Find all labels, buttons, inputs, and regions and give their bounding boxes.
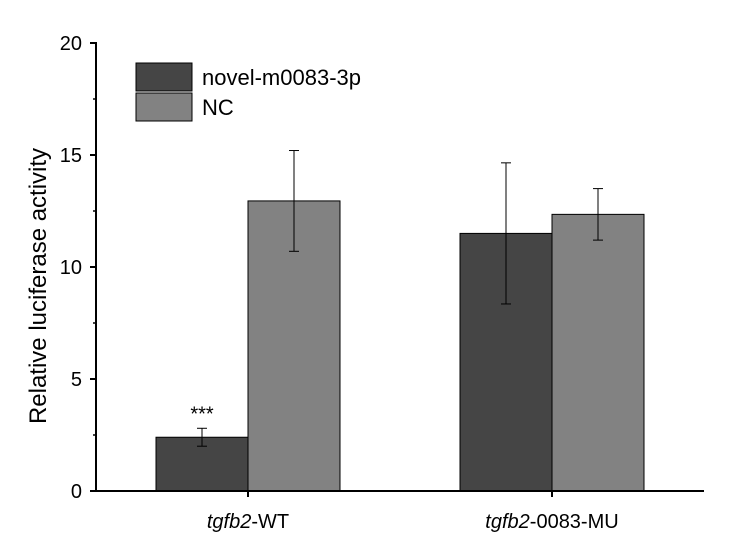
x-tick-label-0: tgfb2-WT bbox=[207, 511, 289, 533]
x-categories-layer: tgfb2-WT tgfb2-0083-MU bbox=[207, 491, 619, 533]
legend: novel-m0083-3p NC bbox=[135, 62, 361, 122]
error-bars-layer bbox=[197, 150, 603, 447]
x-tick-label-suffix: -WT bbox=[251, 511, 289, 533]
y-tick-label: 20 bbox=[60, 33, 82, 55]
y-axis-title: Relative luciferase activity bbox=[25, 148, 52, 424]
legend-label-novel-m0083-3p: novel-m0083-3p bbox=[202, 65, 361, 90]
y-tick-label: 10 bbox=[60, 257, 82, 279]
annotations-layer: *** bbox=[190, 403, 214, 425]
legend-label-nc: NC bbox=[202, 95, 234, 120]
x-tick-label-1: tgfb2-0083-MU bbox=[485, 511, 618, 533]
legend-swatch-nc bbox=[135, 92, 193, 122]
y-tick-label: 0 bbox=[71, 481, 82, 503]
x-tick-label-italic: tgfb2 bbox=[485, 511, 529, 533]
y-ticks-layer: 0 5 10 15 20 bbox=[60, 33, 96, 503]
y-tick-label: 5 bbox=[71, 369, 82, 391]
bar-nc-cat1 bbox=[551, 213, 645, 492]
significance-annotation: *** bbox=[190, 403, 214, 425]
x-tick-label-italic: tgfb2 bbox=[207, 511, 251, 533]
x-tick-label-suffix: -0083-MU bbox=[530, 511, 619, 533]
bars-layer bbox=[155, 200, 645, 492]
legend-swatch-novel-m0083-3p bbox=[135, 62, 193, 92]
y-tick-label: 15 bbox=[60, 145, 82, 167]
